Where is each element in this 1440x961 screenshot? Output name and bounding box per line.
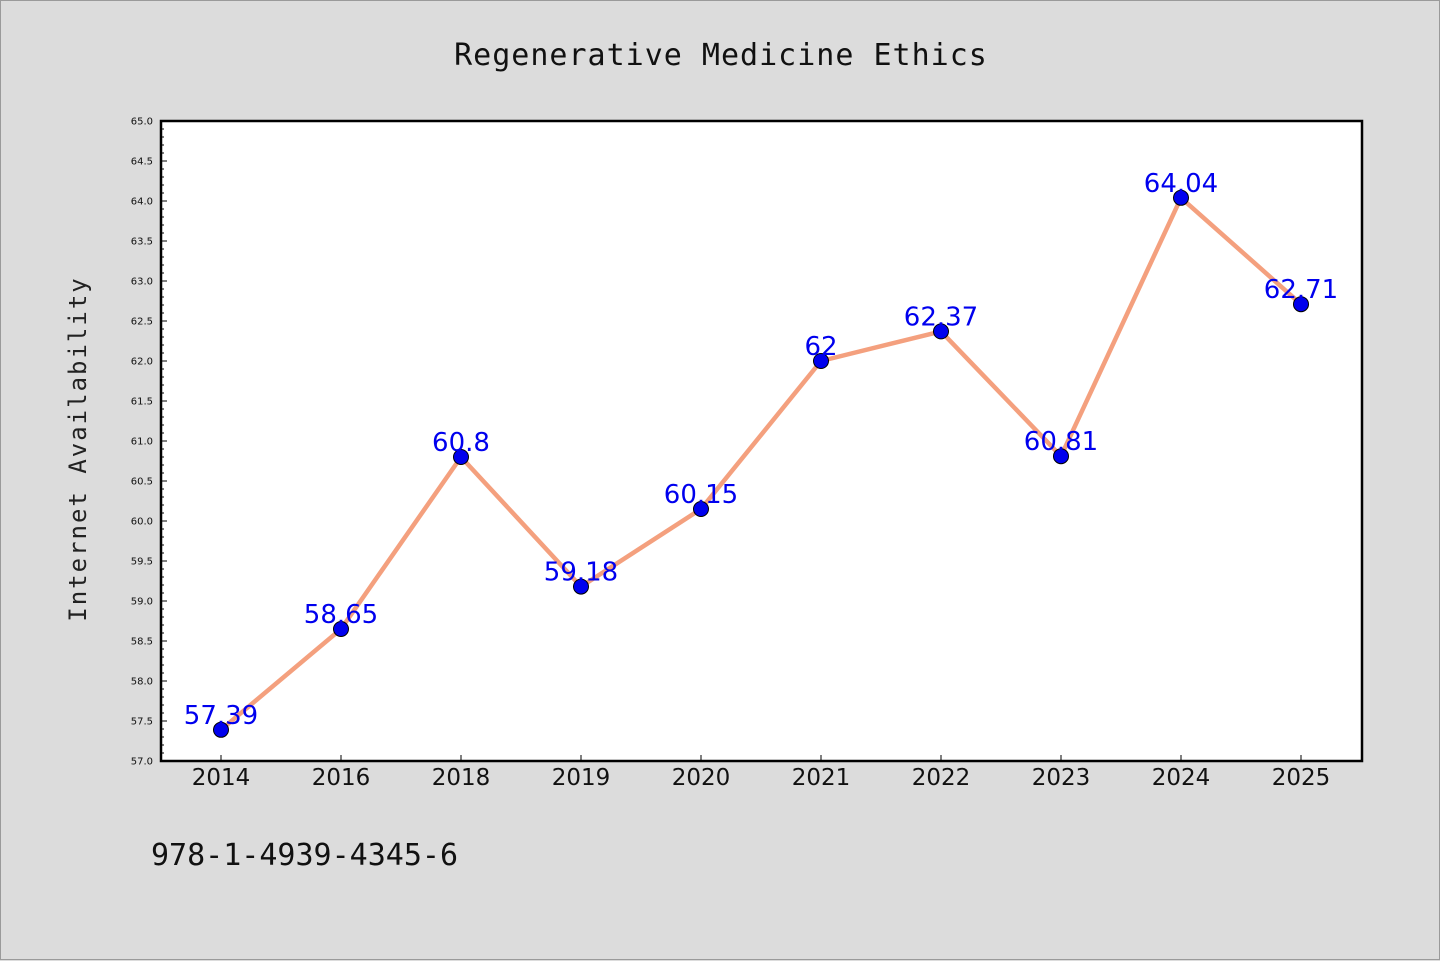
y-tick-label: 61.0	[131, 437, 153, 448]
y-tick-label: 62.5	[131, 317, 153, 328]
data-label: 62.37	[904, 302, 978, 332]
data-point	[453, 449, 469, 465]
series-line	[219, 195, 1303, 732]
x-tick-label: 2022	[912, 765, 971, 791]
y-tick-label: 59.5	[131, 557, 153, 568]
footnote-isbn: 978-1-4939-4345-6	[151, 838, 458, 873]
data-series	[213, 189, 1309, 738]
data-label: 60.15	[664, 480, 738, 510]
x-tick-label: 2018	[432, 765, 491, 791]
y-tick-label: 62.0	[131, 357, 153, 368]
y-axis: 57.0 57.5 58.0 58.5 59.0 59.5 60.0 60.5 61.0 61.5…	[131, 117, 167, 768]
data-label: 62	[804, 332, 837, 362]
y-tick-label: 64.0	[131, 197, 153, 208]
data-label: 60.81	[1024, 427, 1098, 457]
data-label: 62.71	[1264, 275, 1338, 305]
y-tick-label: 58.5	[131, 637, 153, 648]
data-labels: 57.39 58.65 60.8 59.18 60.15 62 62.37 60.81 64.0…	[184, 169, 1338, 731]
x-tick-label: 2025	[1272, 765, 1331, 791]
y-tick-label: 60.0	[131, 517, 153, 528]
data-label: 64.04	[1144, 169, 1218, 199]
x-axis: 2014 2016 2018 2019 2020 2021 2022 2023 2024 2025	[192, 755, 1331, 791]
data-point	[693, 501, 709, 517]
data-point	[573, 578, 589, 595]
data-label: 60.8	[432, 428, 490, 458]
y-tick-label: 60.5	[131, 477, 153, 488]
data-point	[333, 621, 349, 637]
data-point	[813, 353, 829, 369]
y-tick-label: 63.5	[131, 237, 153, 248]
data-point	[933, 323, 949, 340]
y-tick-label: 65.0	[131, 117, 153, 128]
y-tick-label: 59.0	[131, 597, 153, 608]
x-tick-label: 2023	[1032, 765, 1091, 791]
x-tick-label: 2019	[552, 765, 611, 791]
data-point	[1053, 448, 1069, 465]
y-tick-label: 64.5	[131, 157, 153, 168]
y-tick-label: 61.5	[131, 397, 153, 408]
data-label: 57.39	[184, 701, 258, 731]
x-tick-label: 2021	[792, 765, 851, 791]
y-tick-label: 57.5	[131, 717, 153, 728]
data-point	[1173, 189, 1189, 206]
x-tick-label: 2024	[1152, 765, 1211, 791]
y-tick-label: 57.0	[131, 757, 153, 768]
y-axis-label: Internet Availability	[64, 276, 92, 621]
data-label: 58.65	[304, 600, 378, 630]
data-point	[1293, 296, 1309, 313]
x-tick-label: 2014	[192, 765, 251, 791]
y-tick-label: 63.0	[131, 277, 153, 288]
y-tick-label: 58.0	[131, 677, 153, 688]
plot-area	[159, 119, 1364, 763]
data-point	[213, 721, 229, 738]
chart-title: Regenerative Medicine Ethics	[454, 38, 988, 73]
data-label: 59.18	[544, 558, 618, 588]
x-tick-label: 2016	[312, 765, 371, 791]
x-tick-label: 2020	[672, 765, 731, 791]
